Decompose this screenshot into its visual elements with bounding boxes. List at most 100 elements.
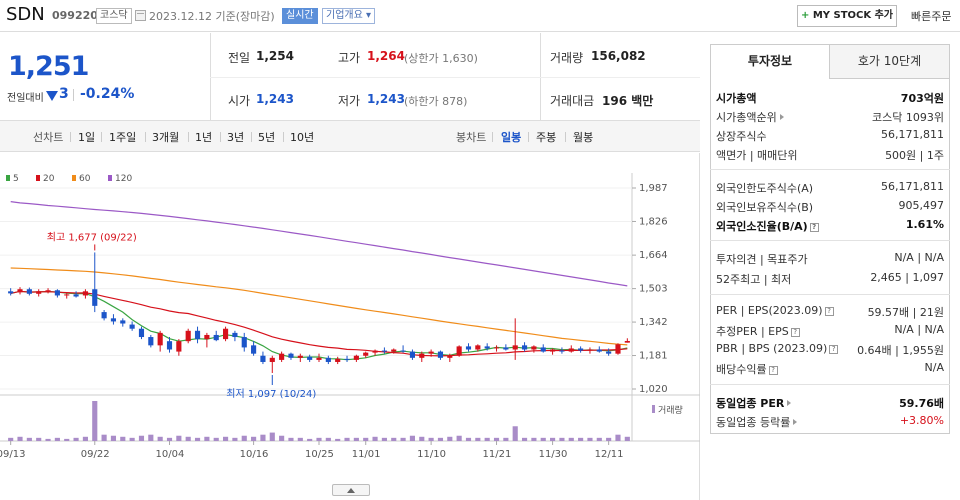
volume-bar	[381, 437, 387, 441]
candle-body	[176, 341, 182, 352]
dividend-row: 배당수익률? N/A	[716, 361, 944, 379]
x-tick-label: 11/10	[417, 449, 446, 460]
x-tick-label: 11/01	[352, 449, 381, 460]
foreign-rate-value: 1.61%	[905, 218, 944, 231]
market-cap-value: 703억원	[900, 92, 944, 105]
collapse-chart-button[interactable]	[332, 484, 370, 496]
arrow-right-icon	[793, 419, 798, 425]
period-1d[interactable]: 1일	[78, 131, 96, 144]
volume-bar	[73, 437, 79, 441]
y-tick-label: 1,181	[639, 351, 668, 362]
volume-bar	[110, 435, 117, 441]
help-icon[interactable]: ?	[809, 223, 819, 232]
est-per-label-text: 추정PER | EPS	[716, 325, 789, 338]
company-info-dropdown[interactable]: 기업개요 ▾	[322, 8, 375, 24]
candle-body	[17, 289, 23, 293]
candle-body	[279, 353, 285, 360]
candle-body	[353, 355, 359, 360]
volume-bar	[17, 436, 23, 441]
help-icon[interactable]: ?	[824, 307, 834, 316]
candle-body	[559, 350, 565, 352]
candle-body	[166, 341, 173, 350]
volume-bar	[64, 438, 70, 441]
volume-bar	[624, 436, 630, 441]
pbr-value: 0.64배 | 1,955원	[857, 344, 944, 357]
period-1w[interactable]: 1주일	[109, 131, 137, 144]
tab-order-book[interactable]: 호가 10단계	[829, 44, 950, 79]
volume-bar	[241, 435, 247, 441]
candle-body	[578, 348, 584, 351]
y-tick-label: 1,987	[639, 183, 668, 194]
prev-close-value: 1,254	[256, 49, 294, 63]
candle-daily[interactable]: 일봉	[501, 131, 522, 144]
stock-code: 099220	[52, 9, 98, 22]
foreign-limit-row: 외국인한도주식수(A) 56,171,811	[716, 180, 944, 198]
candle-body	[316, 357, 322, 360]
divider	[565, 132, 566, 142]
help-icon[interactable]: ?	[790, 328, 800, 337]
volume-bar	[372, 436, 378, 441]
legend-label-20: 20	[43, 174, 55, 184]
candle-body	[185, 330, 191, 342]
volume-bar	[531, 437, 537, 441]
volume-bar	[194, 437, 201, 441]
dividend-label: 배당수익률?	[716, 361, 778, 377]
week52-row: 52주최고 | 최저 2,465 | 1,097	[716, 271, 944, 289]
volume-bar	[428, 437, 434, 441]
stock-chart: 5 20 60 120 1,987 1,826 1,664 1,503 1,342 1,181 1,…	[0, 153, 700, 500]
x-tick-label: 11/21	[483, 449, 512, 460]
tab-investment-info[interactable]: 투자정보	[710, 44, 830, 79]
divider	[145, 132, 146, 142]
period-1y[interactable]: 1년	[195, 131, 213, 144]
foreign-limit-value: 56,171,811	[881, 180, 944, 193]
volume-bar	[288, 437, 294, 441]
volume-bar	[559, 437, 565, 441]
low-annotation: 최저 1,097 (10/24)	[226, 388, 316, 400]
candle-body	[194, 330, 201, 340]
period-3m[interactable]: 3개월	[152, 131, 180, 144]
volume-bar	[129, 437, 135, 441]
volume-bar	[484, 437, 490, 441]
candle-body	[36, 291, 42, 294]
week52-value: 2,465 | 1,097	[870, 271, 944, 284]
candle-monthly[interactable]: 월봉	[573, 131, 594, 144]
quick-order-link[interactable]: 빠른주문	[911, 10, 952, 23]
candle-body	[73, 294, 79, 297]
change-value: 3	[59, 86, 69, 102]
candle-weekly[interactable]: 주봉	[536, 131, 557, 144]
realtime-button[interactable]: 실시간	[282, 8, 318, 24]
help-icon[interactable]: ?	[829, 345, 839, 354]
candle-body	[409, 351, 416, 358]
candle-body	[624, 340, 630, 343]
volume-bar	[213, 437, 219, 441]
arrow-right-icon	[779, 114, 784, 120]
period-10y[interactable]: 10년	[290, 131, 315, 144]
candle-body	[204, 334, 210, 340]
help-icon[interactable]: ?	[768, 366, 778, 375]
candle-body	[260, 355, 266, 362]
industry-rate-row: 동일업종 등락률 +3.80%	[716, 414, 944, 432]
volume-bar	[550, 437, 556, 441]
cap-rank-value: 코스닥 1093위	[872, 111, 944, 124]
legend-label-120: 120	[115, 174, 132, 184]
volume-bar	[521, 437, 528, 441]
volume-legend-swatch	[652, 405, 655, 413]
add-my-stock-label: MY STOCK 추가	[812, 10, 894, 21]
volume-bar	[400, 437, 406, 441]
volume-bar	[606, 437, 612, 441]
period-3y[interactable]: 3년	[227, 131, 245, 144]
candle-body	[391, 349, 397, 352]
change-percent: -0.24%	[80, 86, 135, 102]
candle-chart-label: 봉차트	[456, 131, 487, 144]
candle-body	[363, 352, 369, 356]
candle-body	[120, 320, 126, 324]
candle-body	[110, 318, 117, 322]
add-my-stock-button[interactable]: + MY STOCK 추가	[797, 5, 897, 27]
shares-label: 상장주식수	[716, 130, 767, 143]
candle-body	[213, 334, 219, 341]
period-5y[interactable]: 5년	[258, 131, 276, 144]
foreign-rate-label-text: 외국인소진율(B/A)	[716, 220, 808, 233]
x-tick-label: 09/13	[0, 449, 25, 460]
candle-body	[101, 312, 107, 319]
x-tick-label: 11/30	[539, 449, 568, 460]
